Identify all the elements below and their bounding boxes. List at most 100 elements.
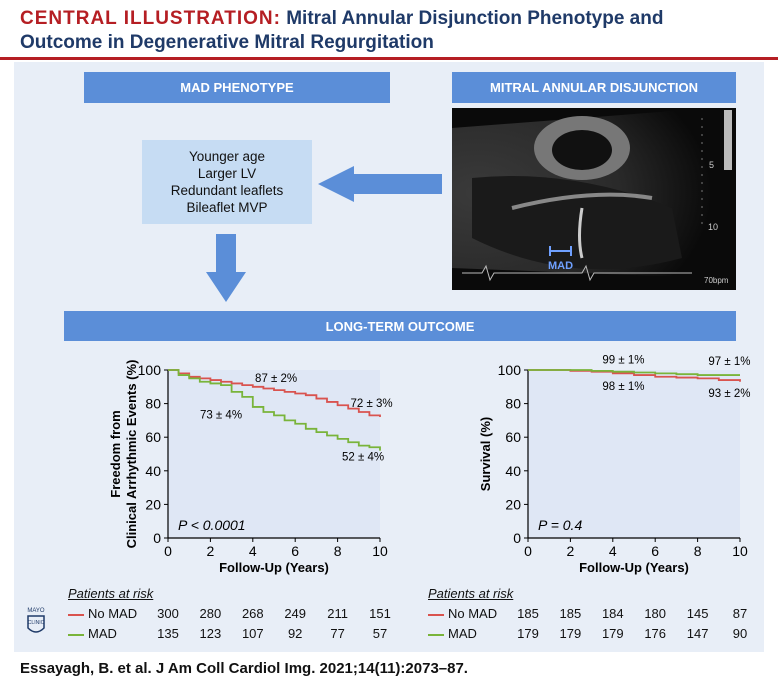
y-tick-label: 40	[145, 463, 161, 479]
y-tick-label: 20	[505, 496, 521, 512]
svg-text:CLINIC: CLINIC	[28, 620, 45, 626]
title-text-1: Mitral Annular Disjunction Phenotype and	[286, 8, 664, 29]
y-tick-label: 60	[145, 429, 161, 445]
title-line-2: Outcome in Degenerative Mitral Regurgita…	[20, 32, 434, 54]
risk-table-header-right: Patients at risk	[428, 586, 514, 601]
risk-count: 145	[686, 606, 709, 621]
echocardiogram-image: MAD 70bpm 5 10	[452, 108, 736, 290]
title-line-1: CENTRAL ILLUSTRATION: Mitral Annular Dis…	[20, 8, 663, 30]
risk-count: 179	[559, 626, 582, 641]
mayo-shield-icon: MAYO CLINIC	[27, 608, 45, 633]
risk-count: 180	[644, 606, 667, 621]
y-tick-label: 0	[513, 530, 521, 546]
risk-count: 77	[330, 626, 345, 641]
mad-phenotype-header: MAD PHENOTYPE	[84, 72, 390, 103]
y-axis-label-2: Clinical Arrhythmic Events (%)	[124, 360, 139, 549]
p-value-label: P = 0.4	[538, 517, 582, 533]
risk-count: 268	[241, 606, 264, 621]
x-tick-label: 6	[651, 543, 659, 559]
risk-count: 107	[241, 626, 264, 641]
x-axis-label: Follow-Up (Years)	[219, 560, 329, 575]
down-arrow-icon	[206, 234, 246, 302]
x-tick-label: 0	[164, 543, 172, 559]
data-annotation: 98 ± 1%	[602, 381, 644, 393]
x-tick-label: 0	[524, 543, 532, 559]
risk-count: 249	[284, 606, 307, 621]
x-tick-label: 10	[372, 543, 388, 559]
risk-count: 151	[369, 606, 391, 621]
mitral-annular-disjunction-header: MITRAL ANNULAR DISJUNCTION	[452, 72, 736, 103]
citation-footer: Essayagh, B. et al. J Am Coll Cardiol Im…	[20, 660, 468, 677]
x-tick-label: 6	[291, 543, 299, 559]
risk-count: 185	[517, 606, 539, 621]
phenotype-list-box: Younger age Larger LV Redundant leaflets…	[142, 140, 312, 224]
risk-count: 185	[559, 606, 582, 621]
y-tick-label: 80	[505, 396, 521, 412]
mayo-clinic-logo: MAYO CLINIC	[20, 604, 52, 638]
y-tick-label: 40	[505, 463, 521, 479]
y-tick-label: 20	[145, 496, 161, 512]
series-line-mad	[528, 369, 740, 376]
risk-count: 135	[157, 626, 179, 641]
arrhythmic-events-chart: 0 20 40 60 80 100 0 2 4 6 8 10 Follow-Up (Years) Free…	[108, 360, 393, 575]
risk-count: 123	[199, 626, 222, 641]
svg-text:MAYO: MAYO	[27, 608, 45, 614]
risk-legend-line	[68, 634, 84, 636]
x-tick-label: 10	[732, 543, 748, 559]
risk-count: 87	[732, 606, 748, 621]
left-arrow-icon	[318, 166, 442, 202]
risk-count: 300	[157, 606, 179, 621]
y-axis-label-1: Freedom from	[108, 410, 123, 497]
phenotype-item-mvp: Bileaflet MVP	[186, 200, 268, 215]
phenotype-item-lv: Larger LV	[197, 166, 257, 181]
risk-count: 179	[517, 626, 539, 641]
bpm-label: 70bpm	[704, 276, 729, 285]
title-bar: CENTRAL ILLUSTRATION: Mitral Annular Dis…	[0, 0, 778, 60]
risk-count: 176	[644, 626, 667, 641]
risk-table-header-left: Patients at risk	[68, 586, 154, 601]
risk-row-label: MAD	[88, 626, 117, 641]
risk-count: 280	[199, 606, 222, 621]
risk-count: 147	[686, 626, 709, 641]
echocardiogram-drawing	[452, 108, 732, 282]
data-annotation: 99 ± 1%	[602, 354, 644, 366]
risk-count: 184	[601, 606, 624, 621]
mad-label: MAD	[548, 260, 574, 272]
x-axis-label: Follow-Up (Years)	[579, 560, 689, 575]
risk-count: 179	[601, 626, 624, 641]
depth-label-10: 10	[708, 222, 719, 232]
title-text-2: Outcome in Degenerative Mitral Regurgita…	[20, 32, 434, 53]
y-tick-label: 80	[145, 396, 161, 412]
phenotype-item-age: Younger age	[188, 149, 266, 164]
risk-legend-line	[428, 614, 444, 616]
risk-count: 211	[327, 606, 348, 621]
y-tick-label: 60	[505, 429, 521, 445]
depth-label-5: 5	[709, 160, 715, 170]
x-tick-label: 2	[567, 543, 575, 559]
phenotype-item-leaflets: Redundant leaflets	[170, 183, 284, 198]
risk-count: 57	[372, 626, 388, 641]
risk-count: 92	[287, 626, 303, 641]
y-tick-label: 100	[498, 362, 522, 378]
data-annotation: 93 ± 2%	[708, 388, 750, 400]
series-line-no-mad	[168, 369, 381, 418]
risk-row-label: No MAD	[88, 606, 138, 621]
long-term-outcome-header: LONG-TERM OUTCOME	[64, 311, 736, 341]
y-tick-label: 100	[138, 362, 162, 378]
risk-legend-line	[68, 614, 84, 616]
p-value-label: P < 0.0001	[178, 517, 246, 533]
series-line-mad	[168, 369, 381, 451]
risk-legend-line	[428, 634, 444, 636]
data-annotation: 72 ± 3%	[350, 398, 392, 410]
x-tick-label: 4	[249, 543, 257, 559]
plot-area	[168, 370, 380, 538]
risk-count: 90	[732, 626, 748, 641]
data-annotation: 87 ± 2%	[255, 373, 297, 385]
plot-area	[528, 370, 740, 538]
x-tick-label: 2	[207, 543, 215, 559]
risk-row-label: MAD	[448, 626, 477, 641]
x-tick-label: 8	[694, 543, 702, 559]
data-annotation: 73 ± 4%	[200, 410, 242, 422]
title-prefix: CENTRAL ILLUSTRATION:	[20, 8, 281, 29]
y-tick-label: 0	[153, 530, 161, 546]
